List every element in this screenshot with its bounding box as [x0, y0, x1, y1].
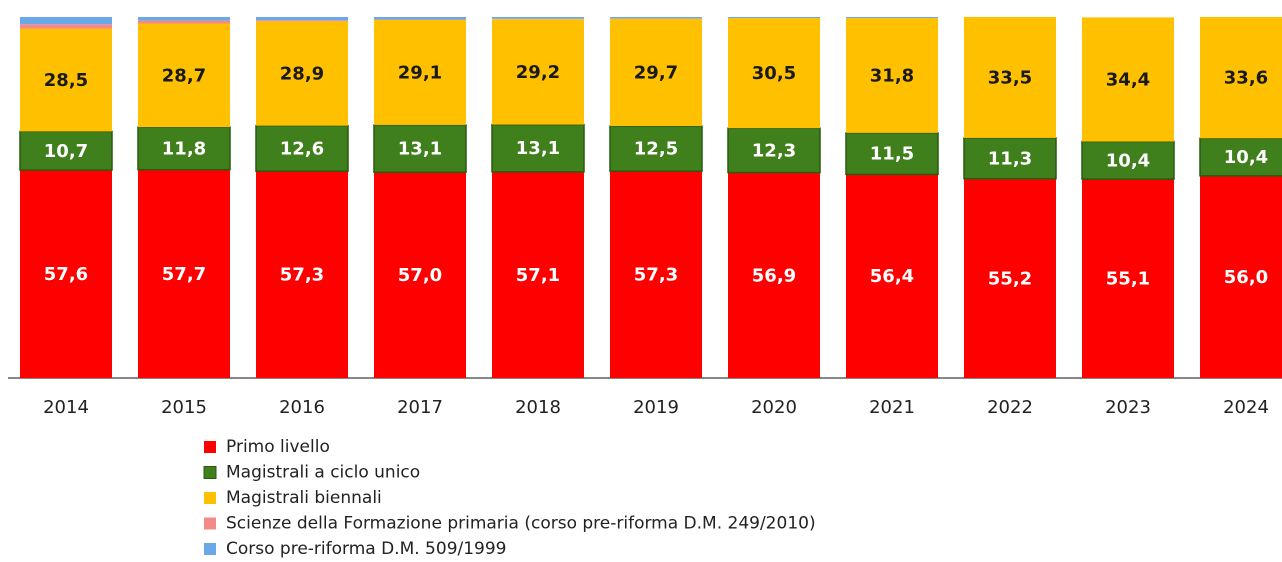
legend-label: Magistrali a ciclo unico: [226, 463, 420, 483]
bar-segment: [492, 171, 584, 378]
legend-label: Corso pre-riforma D.M. 509/1999: [226, 539, 507, 559]
x-tick-label: 2018: [515, 397, 561, 418]
bar-segment: [963, 137, 1057, 180]
bar-segment: [845, 132, 939, 176]
data-label: 10,4: [1224, 147, 1268, 168]
data-label: 28,7: [162, 65, 206, 86]
data-label: 10,7: [44, 141, 88, 162]
bar-segment: [610, 17, 702, 19]
data-label: 57,3: [280, 265, 324, 286]
data-label: 29,2: [516, 62, 560, 83]
bar-segment: [1081, 140, 1175, 180]
data-label: 12,6: [280, 138, 324, 159]
data-label: 12,3: [752, 140, 796, 161]
legend-swatch: [204, 492, 216, 504]
bar-segment: [846, 174, 938, 378]
bar-segment: [1082, 179, 1174, 378]
data-label: 57,3: [634, 265, 678, 286]
bar-segment: [1082, 17, 1174, 142]
data-label: 31,8: [870, 65, 914, 86]
bar-segment: [374, 19, 466, 125]
bar-segment: [138, 17, 230, 21]
bar-segment: [256, 171, 348, 378]
data-label: 56,4: [870, 266, 914, 287]
x-tick-label: 2017: [397, 397, 443, 418]
legend-label: Scienze della Formazione primaria (corso…: [226, 514, 816, 534]
x-tick-label: 2022: [987, 397, 1033, 418]
x-tick-label: 2015: [161, 397, 207, 418]
data-label: 11,3: [988, 148, 1032, 169]
bar-segment: [609, 125, 703, 172]
data-label: 29,7: [634, 62, 678, 83]
data-label: 57,7: [162, 264, 206, 285]
bar-segment: [846, 18, 938, 133]
data-label: 57,0: [398, 265, 442, 286]
x-tick-label: 2019: [633, 397, 679, 418]
x-tick-label: 2016: [279, 397, 325, 418]
bar-segment: [846, 17, 938, 19]
bar-segment: [374, 17, 466, 20]
bar-segment: [19, 130, 113, 171]
x-tick-label: 2024: [1223, 397, 1269, 418]
bar-segment: [1200, 175, 1282, 378]
bar-segment: [610, 171, 702, 378]
data-label: 34,4: [1106, 69, 1150, 90]
bar-segment: [256, 17, 348, 21]
data-label: 11,8: [162, 138, 206, 159]
bar-segment: [138, 23, 230, 128]
legend-swatch: [204, 441, 216, 453]
data-label: 10,4: [1106, 150, 1150, 171]
bar-segment: [728, 18, 820, 129]
legend-label: Magistrali biennali: [226, 488, 382, 508]
data-label: 57,6: [44, 264, 88, 285]
bar-segment: [610, 18, 702, 127]
data-label: 56,9: [752, 265, 796, 286]
bar-segment: [374, 172, 466, 378]
data-label: 56,0: [1224, 267, 1268, 288]
data-label: 13,1: [516, 138, 560, 159]
bar-segment: [492, 17, 584, 19]
bar-segment: [727, 127, 821, 174]
bar-segment: [138, 20, 230, 24]
data-label: 28,9: [280, 63, 324, 84]
data-label: 11,5: [870, 144, 914, 165]
bar-segment: [964, 178, 1056, 378]
data-label: 28,5: [44, 70, 88, 91]
data-label: 30,5: [752, 63, 796, 84]
x-tick-label: 2020: [751, 397, 797, 418]
bar-segment: [256, 20, 348, 22]
bar-segment: [256, 21, 348, 126]
x-tick-label: 2023: [1105, 397, 1151, 418]
bar-segment: [1200, 17, 1282, 139]
data-label: 33,5: [988, 67, 1032, 88]
data-label: 57,1: [516, 265, 560, 286]
bar-segment: [20, 24, 112, 29]
bar-segment: [964, 17, 1056, 138]
bar-segment: [20, 17, 112, 25]
data-label: 33,6: [1224, 68, 1268, 89]
bar-segment: [20, 28, 112, 132]
bar-segment: [492, 19, 584, 125]
x-tick-label: 2021: [869, 397, 915, 418]
bar-segment: [138, 169, 230, 378]
data-label: 13,1: [398, 139, 442, 160]
data-label: 12,5: [634, 139, 678, 160]
legend-swatch: [203, 466, 217, 479]
x-tick-label: 2014: [43, 397, 89, 418]
legend-label: Primo livello: [226, 437, 330, 457]
bar-segment: [255, 124, 349, 172]
bar-segment: [1199, 137, 1282, 177]
bar-segment: [491, 123, 585, 173]
bar-segment: [728, 17, 820, 19]
data-label: 29,1: [398, 62, 442, 83]
data-label: 55,2: [988, 268, 1032, 289]
bar-segment: [728, 172, 820, 378]
bar-segment: [20, 170, 112, 378]
data-label: 55,1: [1106, 269, 1150, 290]
legend-swatch: [204, 517, 216, 530]
legend-swatch: [204, 543, 216, 555]
